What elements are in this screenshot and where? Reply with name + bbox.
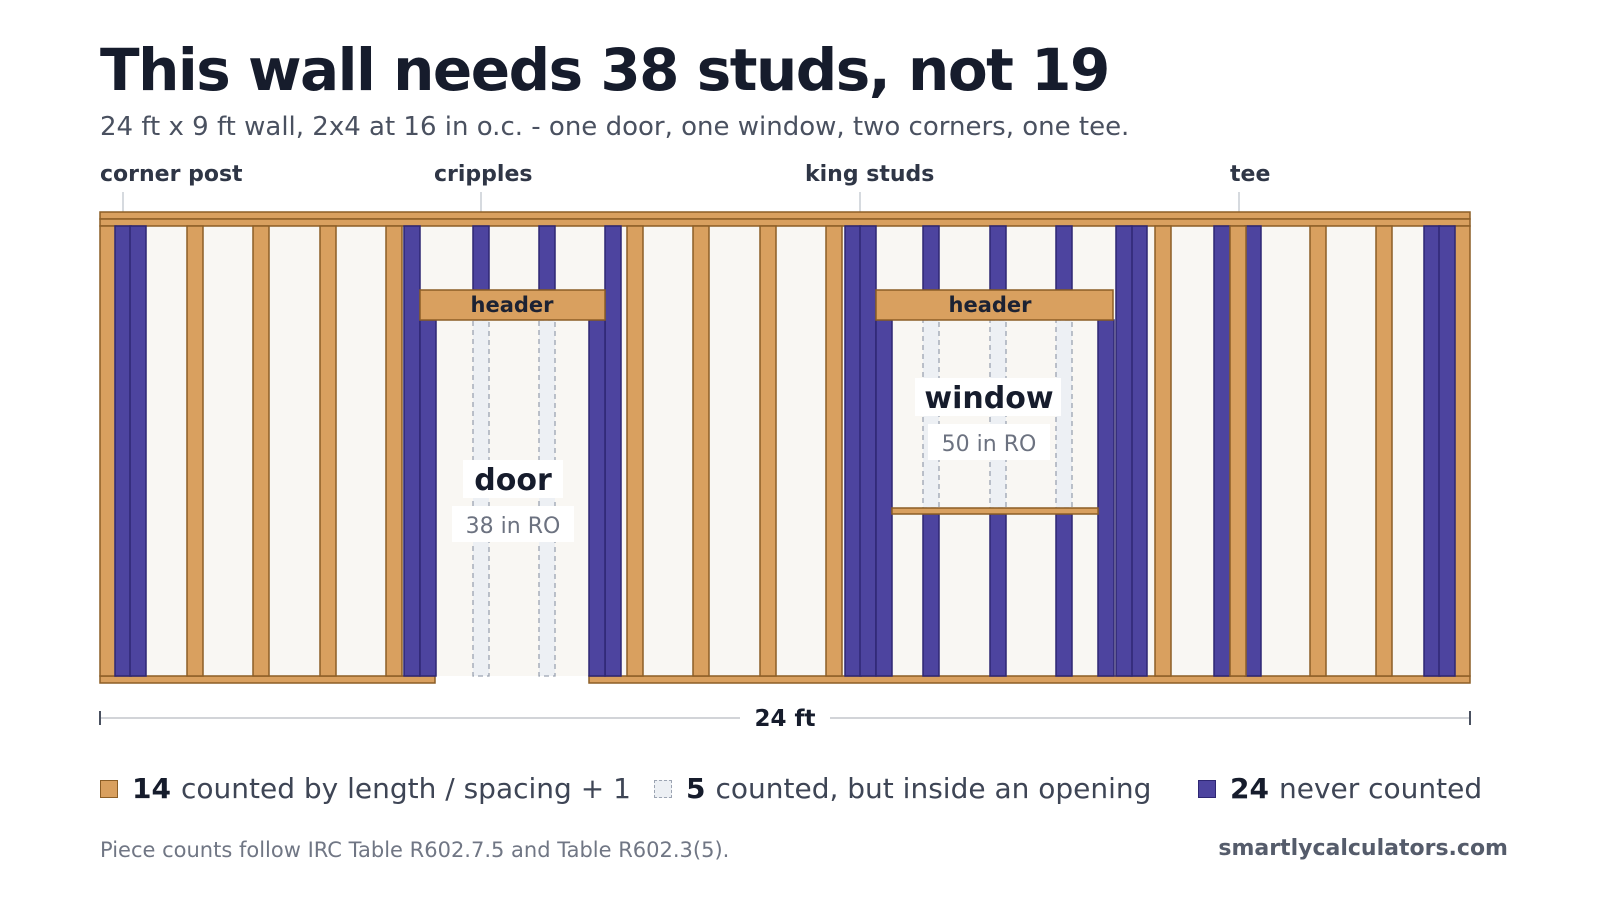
bottom-plate-right (588, 675, 1471, 684)
common-stud (825, 225, 843, 677)
top-cripple (1055, 225, 1073, 291)
door-header (419, 289, 606, 321)
legend-item-never: 24 never counted (1198, 772, 1482, 805)
corner-post-stud (114, 225, 132, 677)
door-trimmer-stud (419, 319, 437, 677)
wall-background (100, 212, 1470, 682)
callout-king-studs: king studs (805, 162, 935, 187)
top-cripple (472, 225, 490, 291)
counted-swatch-icon (100, 779, 118, 798)
legend-counted-count: 14 (132, 772, 171, 805)
callout-corner-post: corner post (100, 162, 243, 187)
legend-never-count: 24 (1230, 772, 1269, 805)
common-stud (626, 225, 644, 677)
common-stud (99, 225, 117, 677)
top-cripple (538, 225, 556, 291)
window-sill (891, 507, 1099, 515)
callout-tee: tee (1230, 162, 1271, 187)
corner-post-stud (1423, 225, 1441, 677)
sill-cripple (989, 513, 1007, 677)
never-swatch-icon (1198, 779, 1216, 798)
common-stud (186, 225, 204, 677)
king-stud (604, 225, 622, 677)
king-stud (1130, 225, 1148, 677)
legend-item-opening: 5 counted, but inside an opening (654, 772, 1151, 805)
common-stud (1453, 225, 1471, 677)
king-stud (844, 225, 862, 677)
page-subtitle: 24 ft x 9 ft wall, 2x4 at 16 in o.c. - o… (100, 112, 1130, 142)
window-label: window (924, 381, 1053, 416)
tee-stud (1213, 225, 1231, 677)
window-header (875, 289, 1114, 321)
brand-url: smartlycalculators.com (1218, 836, 1508, 861)
bottom-plate-left (99, 675, 436, 684)
top-cripple (922, 225, 940, 291)
tee-stud (1244, 225, 1262, 677)
window-header-label: header (949, 293, 1033, 317)
footnote: Piece counts follow IRC Table R602.7.5 a… (100, 838, 730, 862)
door-header-label: header (471, 293, 555, 317)
trimmer-stud (1115, 225, 1133, 677)
page-title: This wall needs 38 studs, not 19 (100, 36, 1110, 104)
sill-cripple (922, 513, 940, 677)
king-stud (859, 225, 877, 677)
top-plate-upper (99, 211, 1471, 220)
king-stud (403, 225, 421, 677)
common-stud (385, 225, 403, 677)
common-stud (1154, 225, 1172, 677)
tee-common-stud (1229, 225, 1247, 677)
door-ro-box (452, 506, 574, 542)
common-stud (1309, 225, 1327, 677)
door-ro-label: 38 in RO (466, 514, 561, 539)
door-trimmer-stud (588, 319, 606, 677)
door-label: door (474, 463, 552, 498)
common-stud (759, 225, 777, 677)
legend-counted-text: counted by length / spacing + 1 (180, 772, 631, 805)
legend: 14 counted by length / spacing + 1 5 cou… (100, 772, 1500, 812)
legend-opening-text: counted, but inside an opening (715, 772, 1152, 805)
top-plate-lower (99, 218, 1471, 227)
window-trimmer-stud (1097, 319, 1115, 677)
window-trimmer-stud (875, 319, 893, 677)
top-cripple (989, 225, 1007, 291)
legend-opening-count: 5 (686, 772, 706, 805)
window-ro-label: 50 in RO (942, 432, 1037, 457)
sill-cripple (1055, 513, 1073, 677)
dimension-label: 24 ft (754, 706, 815, 732)
common-stud (692, 225, 710, 677)
common-stud (1375, 225, 1393, 677)
opening-swatch-icon (654, 779, 672, 798)
legend-never-text: never counted (1278, 772, 1483, 805)
common-stud (319, 225, 337, 677)
window-ro-box (928, 424, 1050, 460)
corner-post-stud (129, 225, 147, 677)
corner-post-stud (1438, 225, 1456, 677)
door-label-box (463, 460, 563, 498)
window-label-box (915, 378, 1061, 416)
common-stud (252, 225, 270, 677)
callout-cripples: cripples (434, 162, 533, 187)
legend-item-counted: 14 counted by length / spacing + 1 (100, 772, 631, 805)
door-opening-gap (435, 676, 589, 684)
